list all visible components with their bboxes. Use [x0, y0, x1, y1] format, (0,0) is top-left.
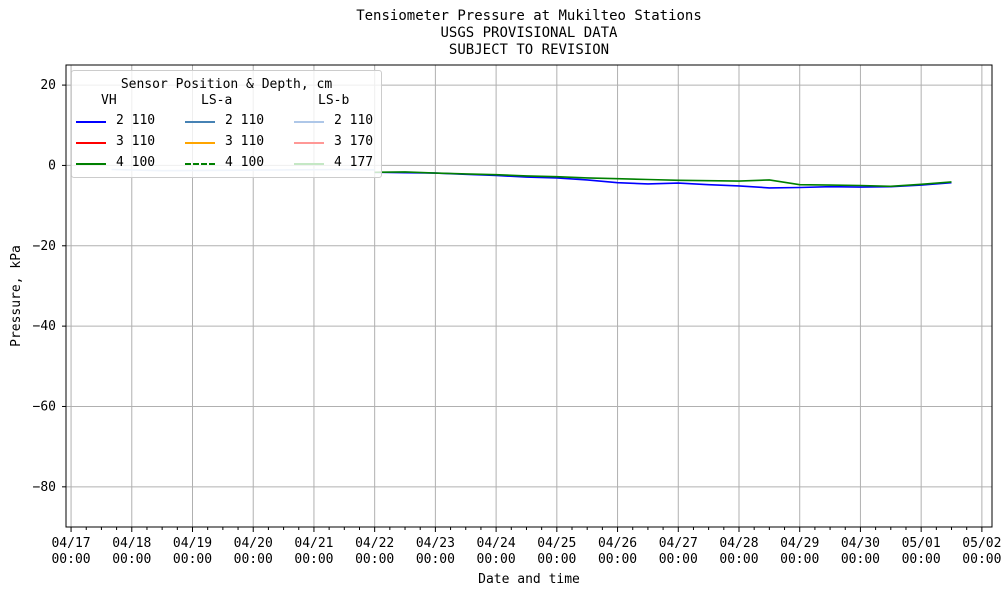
y-tick-label: −60 — [33, 399, 56, 414]
x-tick-label: 04/30 00:00 — [841, 536, 880, 567]
chart-title-line-3: SUBJECT TO REVISION — [448, 42, 610, 58]
legend-label: 2 110 — [334, 113, 374, 128]
legend-label: 3 170 — [334, 134, 374, 149]
legend-swatch — [294, 121, 324, 123]
x-tick-label: 04/17 00:00 — [51, 536, 90, 567]
x-tick-label-line: 00:00 — [173, 552, 212, 567]
x-tick-label-line: 04/30 — [841, 536, 880, 551]
x-tick-label-line: 00:00 — [902, 552, 941, 567]
x-tick-label-line: 04/18 — [112, 536, 151, 551]
x-tick-label: 05/01 00:00 — [902, 536, 941, 567]
legend-title: Sensor Position & Depth, cm — [120, 77, 333, 92]
x-tick-label-line: 00:00 — [112, 552, 151, 567]
legend-swatch — [185, 121, 215, 123]
legend-swatch — [76, 121, 106, 123]
legend: Sensor Position & Depth, cm VH LS-a LS-b… — [71, 70, 382, 178]
x-tick-label-line: 04/21 — [294, 536, 333, 551]
y-tick-label: −40 — [33, 319, 56, 334]
legend-swatch — [294, 163, 324, 165]
x-tick-label-line: 00:00 — [416, 552, 455, 567]
legend-label: 4 100 — [225, 155, 265, 170]
legend-label: 4 100 — [116, 155, 156, 170]
x-tick-label: 04/26 00:00 — [598, 536, 637, 567]
legend-swatch — [294, 142, 324, 144]
x-tick-label-line: 00:00 — [537, 552, 576, 567]
legend-header-ls-a: LS-a — [201, 93, 233, 108]
x-tick-label-line: 04/17 — [51, 536, 90, 551]
x-tick-label-line: 00:00 — [962, 552, 1001, 567]
x-tick-label-line: 00:00 — [234, 552, 273, 567]
x-tick-label-line: 00:00 — [841, 552, 880, 567]
x-tick-label: 04/25 00:00 — [537, 536, 576, 567]
y-tick-label: −20 — [33, 239, 56, 254]
x-tick-label: 05/02 00:00 — [962, 536, 1001, 567]
legend-swatch — [185, 142, 215, 144]
x-tick-label-line: 00:00 — [294, 552, 333, 567]
x-axis-label: Date and time — [478, 572, 580, 587]
x-tick-label: 04/22 00:00 — [355, 536, 394, 567]
x-tick-label-line: 04/19 — [173, 536, 212, 551]
legend-label: 2 110 — [225, 113, 265, 128]
x-tick-label: 04/20 00:00 — [234, 536, 273, 567]
legend-label: 4 177 — [334, 155, 374, 170]
chart-title-line-1: Tensiometer Pressure at Mukilteo Station… — [356, 8, 702, 24]
chart-title-line-2: USGS PROVISIONAL DATA — [440, 25, 618, 41]
x-tick-label-line: 04/20 — [234, 536, 273, 551]
y-axis-label: Pressure, kPa — [9, 245, 24, 347]
x-tick-label-line: 00:00 — [719, 552, 758, 567]
series-line — [374, 171, 952, 188]
x-tick-label: 04/24 00:00 — [477, 536, 516, 567]
x-tick-label-line: 04/22 — [355, 536, 394, 551]
x-tick-label-line: 04/25 — [537, 536, 576, 551]
x-tick-label-line: 04/23 — [416, 536, 455, 551]
x-tick-label-line: 04/24 — [477, 536, 516, 551]
x-tick-label-line: 00:00 — [477, 552, 516, 567]
legend-swatch — [185, 163, 215, 165]
x-tick-label-line: 04/27 — [659, 536, 698, 551]
legend-label: 2 110 — [116, 113, 156, 128]
x-tick-label-line: 05/01 — [902, 536, 941, 551]
x-tick-label: 04/23 00:00 — [416, 536, 455, 567]
x-tick-label-line: 05/02 — [962, 536, 1001, 551]
x-tick-label: 04/19 00:00 — [173, 536, 212, 567]
x-tick-label-line: 04/28 — [719, 536, 758, 551]
x-tick-label-line: 00:00 — [780, 552, 819, 567]
x-tick-label: 04/18 00:00 — [112, 536, 151, 567]
x-tick-label: 04/29 00:00 — [780, 536, 819, 567]
x-tick-label-line: 00:00 — [51, 552, 90, 567]
x-tick-label-line: 04/26 — [598, 536, 637, 551]
legend-label: 3 110 — [116, 134, 156, 149]
x-tick-label: 04/28 00:00 — [719, 536, 758, 567]
y-tick-label: 0 — [48, 158, 56, 173]
legend-swatch — [76, 163, 106, 165]
y-tick-label: −80 — [33, 480, 56, 495]
x-tick-label: 04/21 00:00 — [294, 536, 333, 567]
x-tick-label-line: 00:00 — [659, 552, 698, 567]
y-tick-label: 20 — [40, 78, 56, 93]
legend-label: 3 110 — [225, 134, 265, 149]
x-tick-label-line: 00:00 — [598, 552, 637, 567]
x-tick-label-line: 04/29 — [780, 536, 819, 551]
x-tick-label-line: 00:00 — [355, 552, 394, 567]
x-tick-label: 04/27 00:00 — [659, 536, 698, 567]
legend-header-vh: VH — [101, 93, 117, 108]
legend-swatch — [76, 142, 106, 144]
legend-header-ls-b: LS-b — [318, 93, 350, 108]
axes-frame — [65, 64, 993, 528]
